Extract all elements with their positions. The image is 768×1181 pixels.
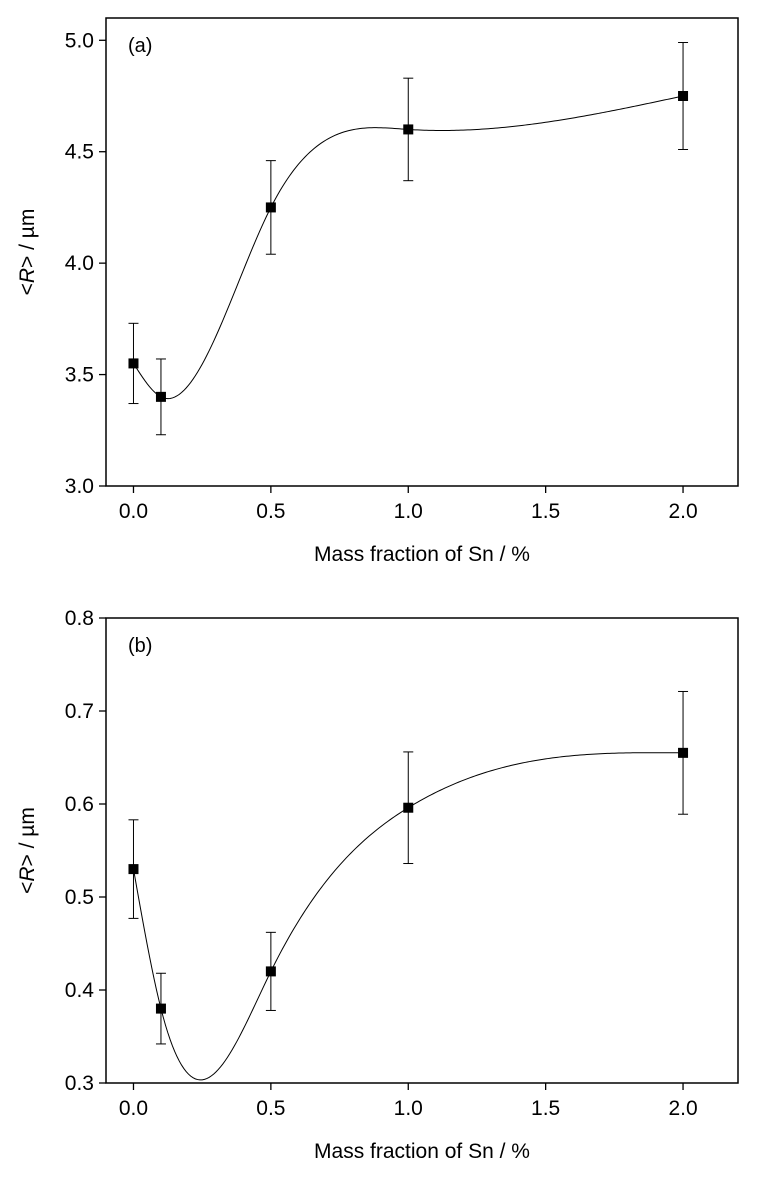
y-tick-label: 0.4 [65, 979, 95, 1002]
y-axis-title-lt: < [16, 882, 39, 894]
plot-frame [105, 617, 739, 1084]
y-axis-title-var: R [16, 268, 39, 283]
data-point [155, 391, 166, 402]
y-tick-label: 3.5 [65, 364, 94, 387]
x-tick-label: 2.0 [668, 500, 697, 523]
y-axis-title-var: R [16, 866, 39, 881]
y-axis-title-rest: > / µm [16, 807, 39, 866]
y-axis-title-rest: > / µm [16, 209, 39, 268]
y-tick-label: 0.8 [65, 607, 94, 630]
x-tick-label: 0.0 [119, 500, 148, 523]
data-point [403, 124, 414, 135]
chart-panel-b: (b) Mass fraction of Sn / % <R> / µm 0.0… [16, 607, 739, 1163]
chart-panel-a: (a) Mass fraction of Sn / % <R> / µm 0.0… [16, 17, 739, 566]
x-tick-label: 1.0 [394, 1097, 423, 1120]
panel-label: (b) [128, 635, 152, 657]
data-point [155, 1003, 166, 1014]
y-tick-label: 3.0 [65, 475, 94, 498]
y-tick-label: 4.0 [65, 252, 94, 275]
data-point [265, 966, 276, 977]
x-axis-title: Mass fraction of Sn / % [314, 1140, 530, 1163]
data-point [128, 864, 139, 875]
data-point [678, 747, 689, 758]
y-tick-label: 0.6 [65, 793, 94, 816]
y-axis-title-lt: < [16, 283, 39, 295]
y-tick-label: 4.5 [65, 141, 94, 164]
x-tick-label: 0.0 [119, 1097, 148, 1120]
x-tick-label: 1.0 [394, 500, 423, 523]
x-tick-label: 2.0 [668, 1097, 697, 1120]
x-tick-label: 0.5 [256, 1097, 285, 1120]
x-tick-label: 1.5 [531, 500, 560, 523]
y-axis-title: <R> / µm [16, 807, 39, 894]
y-tick-label: 0.7 [65, 700, 94, 723]
y-tick-label: 0.3 [65, 1072, 94, 1095]
x-tick-label: 1.5 [531, 1097, 560, 1120]
y-axis-title: <R> / µm [16, 209, 39, 296]
panel-label: (a) [128, 35, 152, 57]
data-point [265, 202, 276, 213]
data-point [403, 802, 414, 813]
plot-frame [105, 17, 739, 487]
x-tick-label: 0.5 [256, 500, 285, 523]
data-point [678, 91, 689, 101]
y-tick-label: 5.0 [65, 29, 94, 52]
data-point [128, 358, 139, 369]
x-axis-title: Mass fraction of Sn / % [314, 543, 530, 566]
y-tick-label: 0.5 [65, 886, 94, 909]
